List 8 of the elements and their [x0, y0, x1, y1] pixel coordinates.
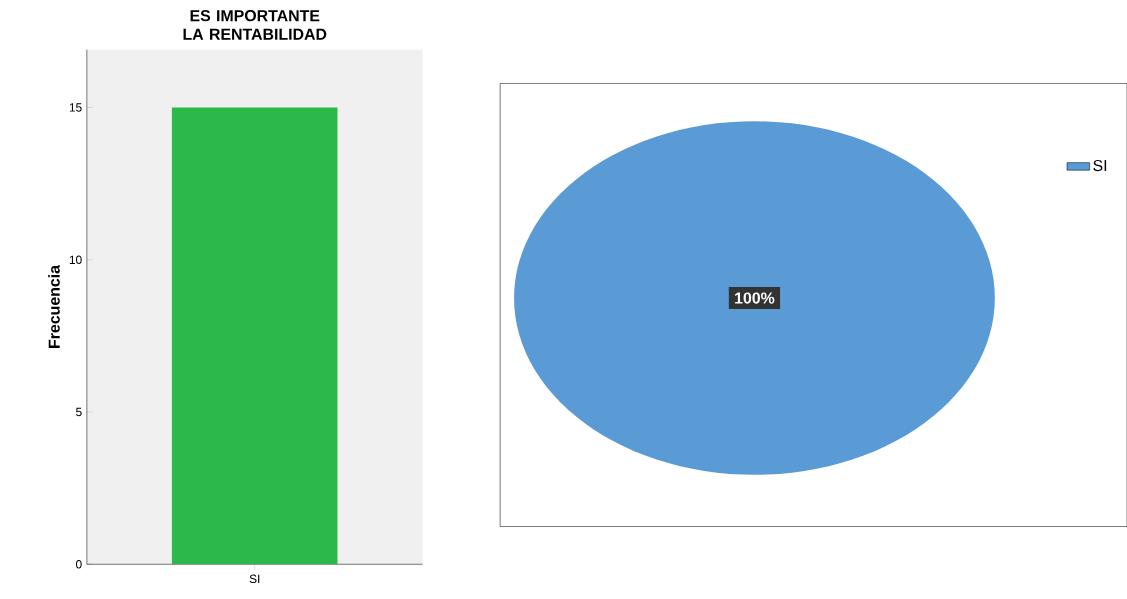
- y-axis-title: Frecuencia: [48, 264, 60, 348]
- legend-label: SI: [1093, 159, 1107, 172]
- y-tick-label: 15: [69, 103, 82, 112]
- y-tick-label: 10: [69, 255, 82, 264]
- data-label: 100%: [735, 292, 775, 304]
- chart-title: ES IMPORTANTE LA RENTABILIDAD: [183, 10, 327, 40]
- y-tick-label: 5: [76, 407, 82, 417]
- y-tick-label: 0: [75, 560, 82, 569]
